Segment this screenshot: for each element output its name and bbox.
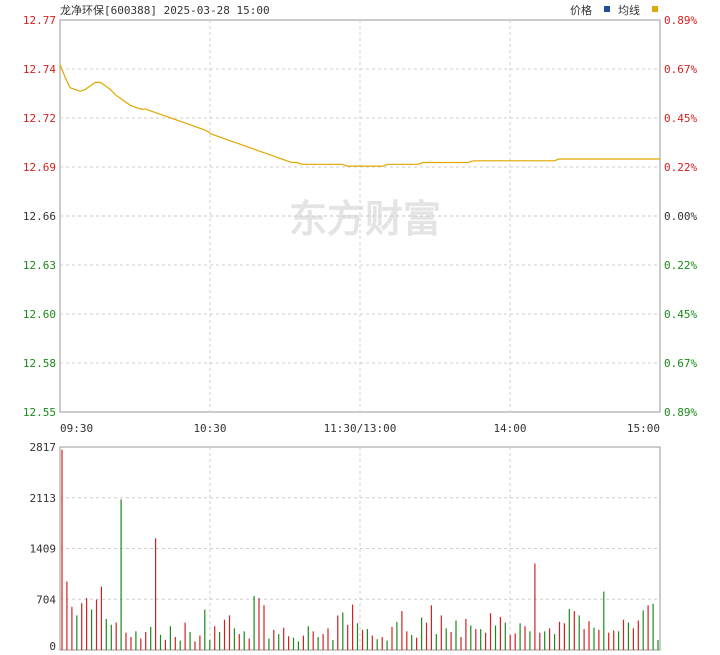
legend: 价格 均线	[570, 3, 658, 17]
pct-y-tick-label: 0.22%	[664, 161, 697, 174]
chart-title: 龙净环保[600388] 2025-03-28 15:00	[60, 3, 270, 17]
legend-label-avg: 均线	[618, 3, 640, 17]
volume-y-tick-label: 0	[49, 640, 56, 653]
price-y-tick-label: 12.77	[23, 14, 56, 27]
price-y-tick-label: 12.74	[23, 63, 56, 76]
pct-y-tick-label: 0.67%	[664, 63, 697, 76]
volume-panel: 2817 2113 1409 704 0	[30, 441, 661, 653]
pct-y-tick-label: 0.45%	[664, 308, 697, 321]
legend-swatch-price	[604, 6, 610, 12]
pct-y-tick-label: 0.67%	[664, 357, 697, 370]
pct-y-tick-label: 0.00%	[664, 210, 697, 223]
price-y-tick-label: 12.66	[23, 210, 56, 223]
pct-y-tick-label: 0.45%	[664, 112, 697, 125]
time-tick-label: 10:30	[193, 422, 226, 435]
volume-y-tick-label: 704	[36, 593, 56, 606]
volume-y-tick-label: 2817	[30, 441, 57, 454]
pct-y-tick-label: 0.89%	[664, 14, 697, 27]
time-tick-label: 11:30/13:00	[324, 422, 397, 435]
price-panel: 12.77 0.89% 12.74 0.67% 12.72 0.45% 12.69 0.22%…	[23, 14, 697, 435]
time-tick-label: 14:00	[493, 422, 526, 435]
legend-label-price: 价格	[570, 3, 592, 17]
price-y-tick-label: 12.60	[23, 308, 56, 321]
price-y-tick-label: 12.69	[23, 161, 56, 174]
price-y-tick-label: 12.58	[23, 357, 56, 370]
average-line	[59, 64, 660, 167]
price-y-tick-label: 12.63	[23, 259, 56, 272]
volume-y-tick-label: 2113	[30, 492, 57, 505]
time-tick-label: 09:30	[60, 422, 93, 435]
watermark: 东方财富	[289, 197, 441, 241]
volume-y-tick-label: 1409	[30, 543, 57, 556]
time-tick-label: 15:00	[627, 422, 660, 435]
legend-swatch-avg	[652, 6, 658, 12]
price-y-tick-label: 12.55	[23, 406, 56, 419]
pct-y-tick-label: 0.22%	[664, 259, 697, 272]
pct-y-tick-label: 0.89%	[664, 406, 697, 419]
price-y-tick-label: 12.72	[23, 112, 56, 125]
